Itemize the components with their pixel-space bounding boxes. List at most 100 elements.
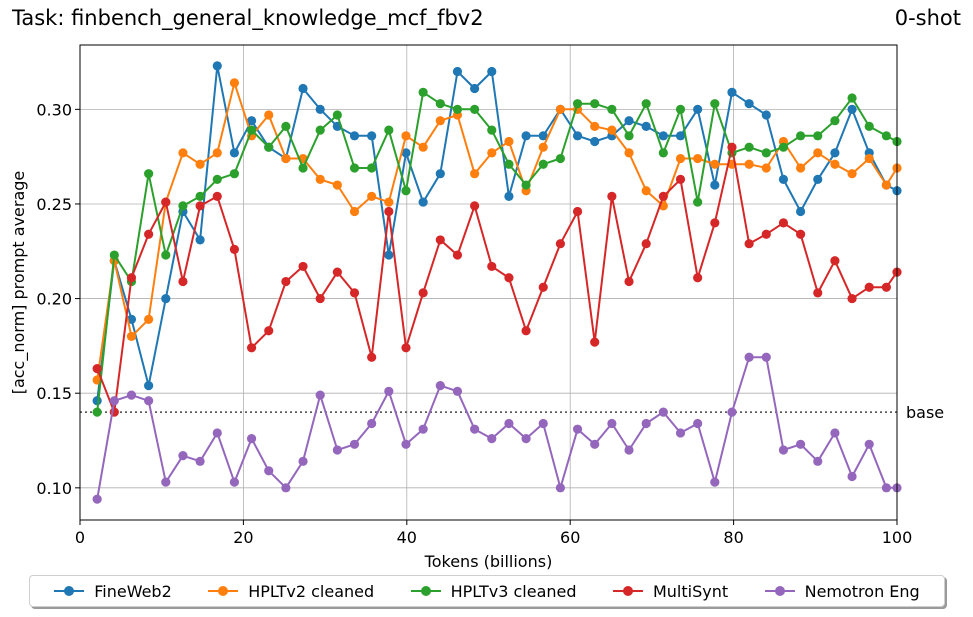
data-point (401, 148, 411, 158)
legend-item: HPLTv3 cleaned (410, 581, 577, 601)
data-point (470, 201, 480, 211)
legend-swatch (208, 585, 239, 597)
data-point (349, 288, 360, 298)
data-point (126, 273, 137, 283)
data-point (847, 93, 857, 103)
plot-frame (79, 44, 898, 521)
legend-swatch-marker (622, 586, 633, 596)
data-point (92, 407, 102, 417)
data-point (178, 276, 188, 287)
data-point (435, 381, 445, 391)
data-point (778, 445, 789, 455)
data-point (487, 148, 497, 158)
data-point (881, 282, 891, 292)
data-point (212, 428, 222, 438)
data-point (487, 261, 497, 272)
data-point (864, 282, 874, 292)
data-point (452, 66, 463, 77)
data-point (555, 104, 565, 114)
data-point (590, 136, 600, 147)
data-point (710, 180, 720, 190)
data-point (555, 239, 565, 249)
data-point (195, 456, 205, 466)
data-point (727, 407, 737, 417)
data-point (864, 121, 874, 131)
data-point (744, 99, 754, 109)
data-point (298, 163, 308, 173)
data-point (641, 239, 651, 249)
data-point (693, 153, 703, 164)
data-point (212, 174, 222, 184)
data-point (470, 104, 480, 114)
series-hpltv3-cleaned (92, 87, 902, 417)
data-point (761, 163, 771, 173)
y-tick-label: 0.20 (36, 290, 72, 309)
legend-swatch-marker (64, 586, 75, 596)
data-point (795, 131, 806, 141)
data-point (675, 174, 686, 184)
data-point (761, 352, 771, 362)
x-tick-label: 0 (75, 528, 85, 547)
data-point (367, 131, 377, 141)
legend-swatch (410, 585, 441, 597)
data-point (418, 197, 428, 207)
grid (79, 45, 898, 520)
y-tick-label: 0.30 (36, 100, 72, 119)
data-point (590, 337, 600, 347)
data-point (590, 439, 600, 449)
data-point (401, 439, 411, 449)
data-point (624, 445, 634, 455)
data-point (144, 381, 154, 391)
data-point (418, 87, 428, 97)
x-tick-label: 60 (560, 528, 580, 547)
data-point (178, 148, 188, 158)
data-point (349, 206, 360, 217)
data-point (830, 148, 840, 158)
data-point (178, 451, 188, 461)
data-point (744, 239, 754, 249)
data-point (795, 206, 806, 217)
data-point (813, 148, 823, 158)
data-point (675, 153, 686, 164)
data-point (813, 131, 823, 141)
data-point (504, 191, 514, 201)
shot-label: 0-shot (894, 6, 961, 30)
data-point (349, 131, 360, 141)
data-point (384, 386, 394, 396)
data-point (813, 456, 823, 466)
data-point (847, 169, 857, 179)
data-point (538, 142, 548, 152)
data-point (521, 180, 531, 190)
data-point (435, 169, 445, 179)
series-hpltv2-cleaned (92, 78, 902, 385)
legend-label: HPLTv3 cleaned (450, 581, 577, 601)
x-tick-label: 20 (233, 528, 253, 547)
data-point (418, 288, 428, 298)
x-axis-label: Tokens (billions) (424, 552, 553, 571)
data-point (367, 352, 377, 362)
data-point (693, 418, 703, 429)
data-point (384, 197, 394, 207)
data-point (418, 142, 428, 152)
data-point (246, 125, 257, 135)
chart-title: Task: finbench_general_knowledge_mcf_fbv… (12, 6, 484, 30)
data-point (813, 288, 823, 298)
data-point (538, 159, 548, 169)
legend-swatch (54, 585, 85, 597)
data-point (555, 483, 565, 493)
data-point (727, 142, 737, 152)
data-point (92, 494, 102, 504)
data-point (470, 83, 480, 94)
data-point (229, 78, 240, 88)
data-point (367, 163, 377, 173)
data-point (487, 434, 497, 444)
y-tick-label: 0.10 (36, 479, 72, 498)
data-point (401, 343, 411, 353)
series-lines (92, 61, 902, 504)
data-point (675, 131, 686, 141)
data-point (538, 282, 548, 292)
data-point (864, 439, 874, 449)
data-point (641, 99, 651, 109)
data-point (298, 261, 308, 272)
data-point (418, 424, 428, 434)
